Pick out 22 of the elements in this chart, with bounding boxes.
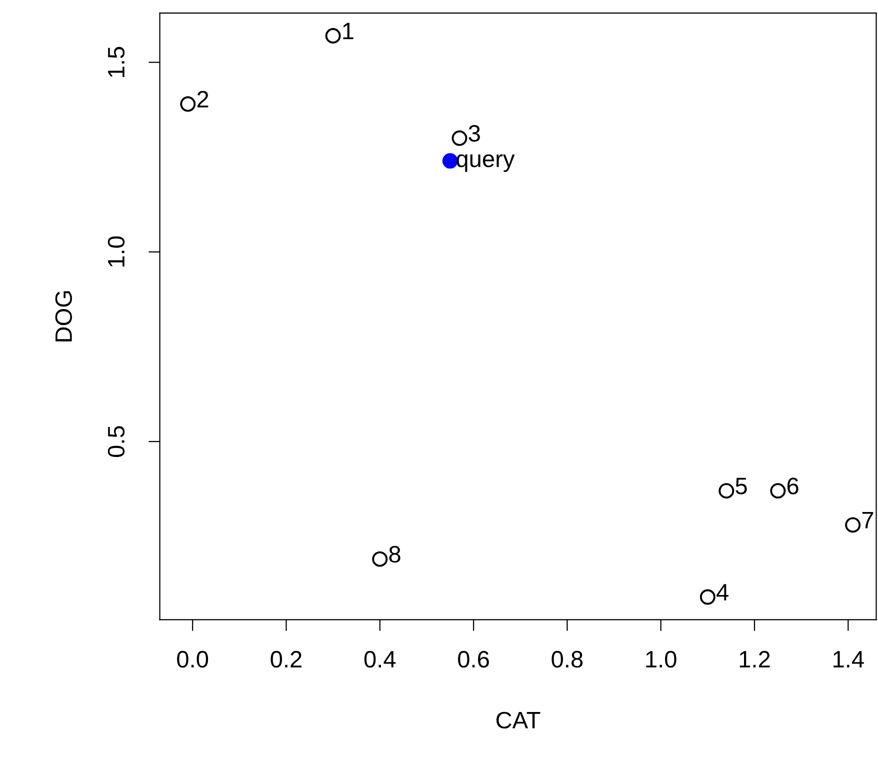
y-tick-label: 1.0 bbox=[108, 236, 125, 267]
annotation: 8 bbox=[389, 546, 400, 563]
x-tick-label: 0.6 bbox=[458, 650, 489, 668]
x-tick-label: 0.0 bbox=[177, 650, 208, 668]
annotation: 6 bbox=[787, 478, 798, 494]
y-tick-label: 1.5 bbox=[108, 46, 125, 77]
annotation: 7 bbox=[862, 512, 874, 528]
annotation: 2 bbox=[197, 90, 208, 108]
y-tick-label: 0.5 bbox=[108, 426, 125, 458]
x-tick-label: 0.8 bbox=[552, 650, 583, 668]
x-tick-label: 1.4 bbox=[834, 651, 864, 668]
x-tick-label: 1.2 bbox=[740, 650, 770, 668]
series-label: query bbox=[456, 154, 515, 172]
x-tick-label: 1.0 bbox=[646, 650, 676, 668]
x-tick-label: 0.4 bbox=[364, 650, 396, 668]
annotation: 3 bbox=[468, 125, 480, 142]
x-tick-label: 0.2 bbox=[270, 650, 302, 668]
y-axis-title: DOG bbox=[55, 291, 72, 342]
annotation: 5 bbox=[736, 478, 747, 494]
x-axis-title: CAT bbox=[496, 712, 540, 729]
annotation: 1 bbox=[343, 22, 354, 40]
annotation: 4 bbox=[716, 584, 728, 600]
